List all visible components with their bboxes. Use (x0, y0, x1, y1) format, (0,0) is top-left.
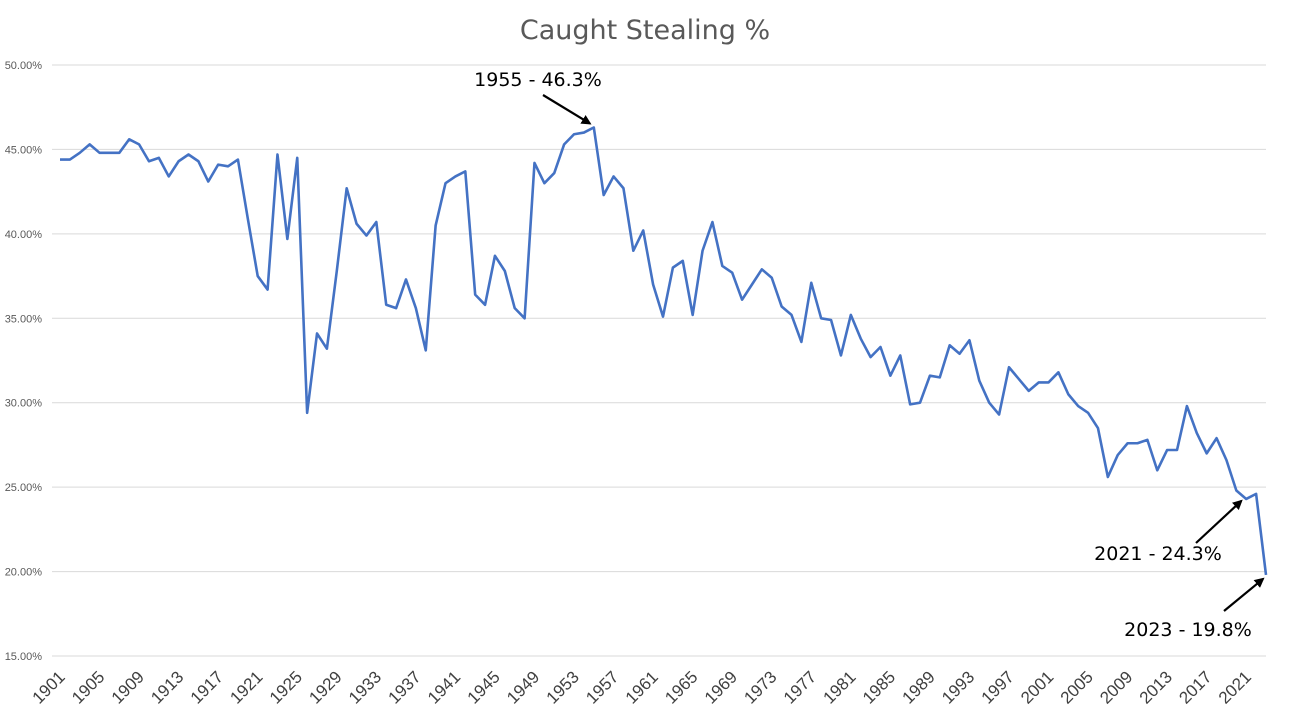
x-tick-label: 1945 (464, 667, 504, 707)
x-tick-label: 1973 (740, 667, 780, 707)
x-tick-label: 2009 (1096, 667, 1136, 707)
x-tick-label: 1941 (424, 667, 464, 707)
x-axis-tick-labels: 1901 1905 1909 1913 1917 1921 1925 1929 1933 1937… (29, 667, 1255, 707)
y-axis-tick-labels: 15.00% 20.00% 25.00% 30.00% 35.00% 40.00% 45.0… (5, 60, 43, 663)
x-tick-label: 2021 (1215, 667, 1255, 707)
annotation-arrow (1223, 577, 1265, 612)
x-tick-label: 2001 (1017, 667, 1057, 707)
x-tick-label: 1953 (543, 667, 583, 707)
x-tick-label: 2013 (1136, 667, 1176, 707)
x-tick-label: 1993 (938, 667, 978, 707)
y-tick-label: 25.00% (5, 482, 43, 494)
series-layer (60, 126, 1268, 576)
x-tick-label: 1949 (503, 667, 543, 707)
x-tick-label: 1937 (385, 667, 425, 707)
x-tick-label: 1977 (780, 667, 820, 707)
annotation-label: 2023 - 19.8% (1124, 619, 1252, 641)
y-tick-label: 35.00% (5, 313, 43, 325)
x-tick-label: 1917 (187, 667, 227, 707)
y-tick-label: 30.00% (5, 398, 43, 410)
x-tick-label: 1961 (622, 667, 662, 707)
y-tick-label: 50.00% (5, 60, 43, 72)
gridlines (52, 64, 1266, 657)
x-tick-label: 1997 (978, 667, 1018, 707)
x-tick-label: 2005 (1057, 667, 1097, 707)
series-line (60, 126, 1268, 576)
x-tick-label: 1901 (29, 667, 69, 707)
annotations: 1955 - 46.3% 2021 - 24.3% 2023 - 19.8% (474, 69, 1265, 641)
x-tick-label: 2017 (1175, 667, 1215, 707)
x-tick-label: 1989 (899, 667, 939, 707)
annotation-arrow (1195, 499, 1243, 544)
annotation-label: 2021 - 24.3% (1094, 543, 1222, 565)
x-tick-label: 1925 (266, 667, 306, 707)
y-tick-label: 45.00% (5, 144, 43, 156)
x-tick-label: 1933 (345, 667, 385, 707)
x-tick-label: 1909 (108, 667, 148, 707)
x-tick-label: 1929 (305, 667, 345, 707)
chart-title: Caught Stealing % (520, 15, 770, 46)
x-tick-label: 1969 (701, 667, 741, 707)
x-tick-label: 1921 (226, 667, 266, 707)
annotation-label: 1955 - 46.3% (474, 69, 602, 91)
annotation-arrow (542, 94, 592, 125)
x-tick-label: 1957 (582, 667, 622, 707)
x-tick-label: 1905 (68, 667, 108, 707)
x-tick-label: 1913 (147, 667, 187, 707)
y-tick-label: 15.00% (5, 651, 43, 663)
x-tick-label: 1981 (819, 667, 859, 707)
x-tick-label: 1965 (661, 667, 701, 707)
y-tick-label: 20.00% (5, 567, 43, 579)
x-tick-label: 1985 (859, 667, 899, 707)
y-tick-label: 40.00% (5, 229, 43, 241)
